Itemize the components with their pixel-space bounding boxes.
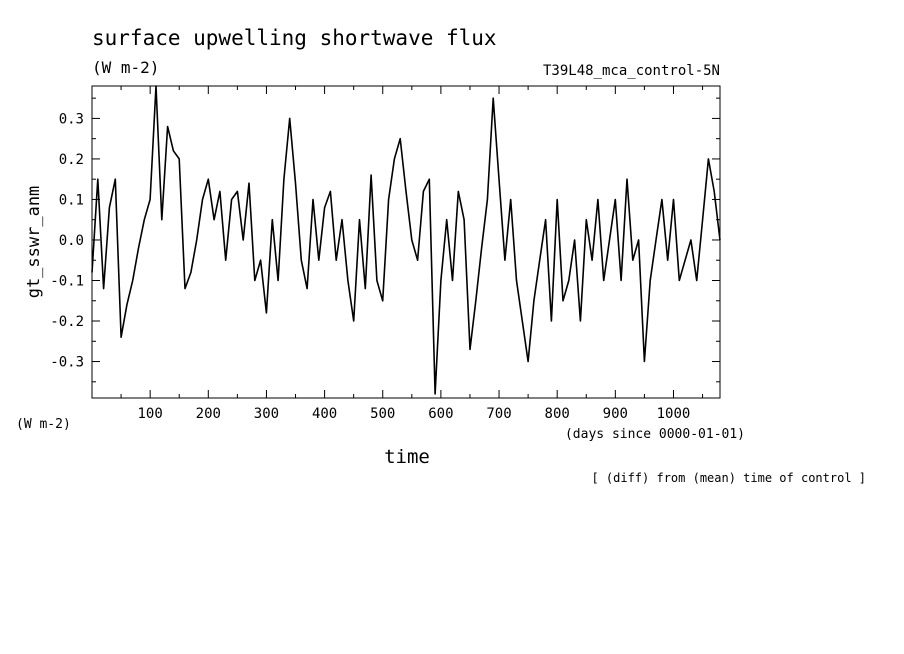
y-tick-label: 0.2	[59, 152, 84, 168]
chart-title: surface upwelling shortwave flux	[92, 26, 497, 50]
y-axis-label: gt_sswr_anm	[24, 186, 44, 299]
x-tick-label: 300	[254, 406, 279, 422]
y-tick-label: -0.2	[50, 314, 84, 330]
y-tick-label: -0.1	[50, 273, 84, 289]
x-tick-label: 200	[196, 406, 221, 422]
series-line	[91, 85, 721, 395]
footnote: [ (diff) from (mean) time of control ]	[591, 471, 866, 485]
x-tick-label: 500	[370, 406, 395, 422]
y-tick-label: 0.3	[59, 111, 84, 127]
x-axis-units-note: (days since 0000-01-01)	[565, 427, 745, 442]
x-tick-label: 800	[545, 406, 570, 422]
x-tick-label: 100	[137, 406, 162, 422]
y-tick-label: 0.1	[59, 192, 84, 208]
y-axis-units: (W m-2)	[16, 417, 71, 432]
y-tick-label: -0.3	[50, 355, 84, 371]
y-axis-ticks: -0.3 -0.2 -0.1 0.0 0.1 0.2 0.3	[50, 97, 720, 383]
x-tick-label: 900	[603, 406, 628, 422]
plot-frame	[91, 85, 721, 399]
x-tick-label: 400	[312, 406, 337, 422]
y-tick-label: 0.0	[59, 233, 84, 249]
x-axis-ticks: 100 200 300 400 500 600 700 800 900 1000	[120, 86, 704, 422]
run-label: T39L48_mca_control-5N	[543, 63, 720, 79]
chart-units: (W m-2)	[92, 58, 159, 77]
x-axis-label: time	[384, 446, 430, 468]
x-tick-label: 1000	[657, 406, 691, 422]
x-tick-label: 700	[486, 406, 511, 422]
x-tick-label: 600	[428, 406, 453, 422]
